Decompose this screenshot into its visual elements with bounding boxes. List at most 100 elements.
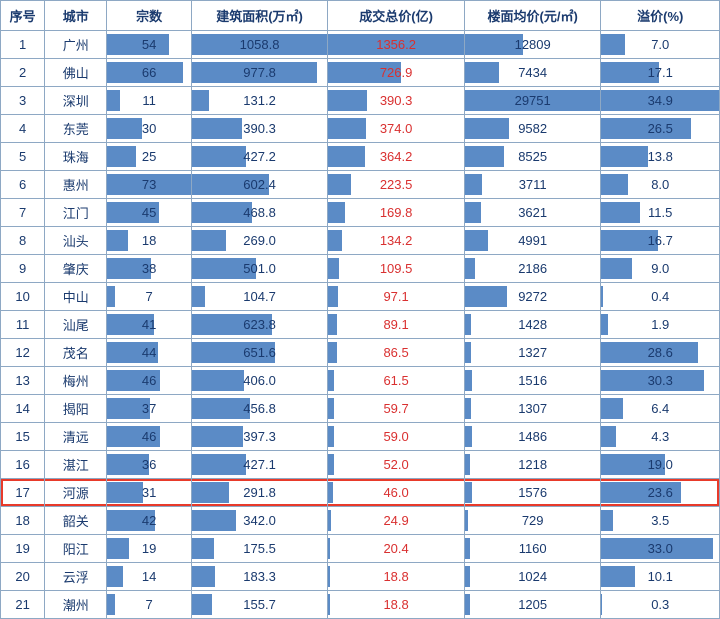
cell-count: 42: [107, 507, 191, 535]
header-area: 建筑面积(万㎡): [191, 1, 328, 31]
cell-total: 89.1: [328, 311, 465, 339]
cell-value: 42: [107, 513, 190, 528]
cell-idx: 9: [1, 255, 45, 283]
cell-total: 169.8: [328, 199, 465, 227]
cell-price: 1576: [464, 479, 601, 507]
cell-value: 36: [107, 457, 190, 472]
cell-area: 468.8: [191, 199, 328, 227]
cell-value: 1024: [465, 569, 601, 584]
cell-price: 1205: [464, 591, 601, 619]
cell-price: 1428: [464, 311, 601, 339]
cell-prem: 9.0: [601, 255, 720, 283]
table-row: 20云浮14183.318.8102410.1: [1, 563, 720, 591]
cell-price: 729: [464, 507, 601, 535]
cell-value: 46: [107, 429, 190, 444]
cell-area: 155.7: [191, 591, 328, 619]
cell-value: 427.2: [192, 149, 328, 164]
cell-value: 134.2: [328, 233, 464, 248]
table-row: 18韶关42342.024.97293.5: [1, 507, 720, 535]
cell-city: 阳江: [45, 535, 107, 563]
cell-value: 1576: [465, 485, 601, 500]
cell-value: 3.5: [601, 513, 719, 528]
table-row: 12茂名44651.686.5132728.6: [1, 339, 720, 367]
cell-count: 19: [107, 535, 191, 563]
cell-count: 38: [107, 255, 191, 283]
cell-prem: 17.1: [601, 59, 720, 87]
cell-price: 1307: [464, 395, 601, 423]
header-premium: 溢价(%): [601, 1, 720, 31]
cell-value: 30: [107, 121, 190, 136]
cell-city: 潮州: [45, 591, 107, 619]
cell-idx: 2: [1, 59, 45, 87]
cell-idx: 4: [1, 115, 45, 143]
cell-price: 3621: [464, 199, 601, 227]
cell-value: 155.7: [192, 597, 328, 612]
cell-value: 26.5: [601, 121, 719, 136]
cell-value: 1205: [465, 597, 601, 612]
cell-value: 44: [107, 345, 190, 360]
cell-count: 37: [107, 395, 191, 423]
cell-value: 977.8: [192, 65, 328, 80]
cell-idx: 19: [1, 535, 45, 563]
cell-value: 291.8: [192, 485, 328, 500]
cell-city: 湛江: [45, 451, 107, 479]
cell-price: 1327: [464, 339, 601, 367]
cell-total: 726.9: [328, 59, 465, 87]
cell-city: 东莞: [45, 115, 107, 143]
header-count: 宗数: [107, 1, 191, 31]
cell-value: 223.5: [328, 177, 464, 192]
cell-value: 33.0: [601, 541, 719, 556]
cell-value: 8525: [465, 149, 601, 164]
header-total: 成交总价(亿): [328, 1, 465, 31]
cell-value: 61.5: [328, 373, 464, 388]
cell-value: 7: [107, 597, 190, 612]
cell-value: 46: [107, 373, 190, 388]
cell-city: 河源: [45, 479, 107, 507]
cell-value: 1327: [465, 345, 601, 360]
cell-value: 1356.2: [328, 37, 464, 52]
cell-value: 175.5: [192, 541, 328, 556]
cell-value: 41: [107, 317, 190, 332]
table-row: 13梅州46406.061.5151630.3: [1, 367, 720, 395]
cell-area: 501.0: [191, 255, 328, 283]
cell-value: 20.4: [328, 541, 464, 556]
cell-area: 602.4: [191, 171, 328, 199]
cell-value: 1516: [465, 373, 601, 388]
cell-price: 9582: [464, 115, 601, 143]
cell-value: 7434: [465, 65, 601, 80]
cell-prem: 3.5: [601, 507, 720, 535]
cell-idx: 13: [1, 367, 45, 395]
cell-total: 109.5: [328, 255, 465, 283]
cell-value: 6.4: [601, 401, 719, 416]
table-row: 9肇庆38501.0109.521869.0: [1, 255, 720, 283]
table-row: 3深圳11131.2390.32975134.9: [1, 87, 720, 115]
data-table: 序号 城市 宗数 建筑面积(万㎡) 成交总价(亿) 楼面均价(元/㎡) 溢价(%…: [0, 0, 720, 619]
cell-value: 18.8: [328, 597, 464, 612]
cell-value: 18: [107, 233, 190, 248]
cell-count: 66: [107, 59, 191, 87]
cell-price: 1218: [464, 451, 601, 479]
cell-area: 342.0: [191, 507, 328, 535]
cell-prem: 34.9: [601, 87, 720, 115]
cell-count: 18: [107, 227, 191, 255]
cell-area: 269.0: [191, 227, 328, 255]
cell-area: 427.2: [191, 143, 328, 171]
cell-total: 390.3: [328, 87, 465, 115]
cell-count: 7: [107, 283, 191, 311]
cell-count: 25: [107, 143, 191, 171]
cell-total: 61.5: [328, 367, 465, 395]
cell-prem: 10.1: [601, 563, 720, 591]
cell-city: 佛山: [45, 59, 107, 87]
cell-value: 406.0: [192, 373, 328, 388]
cell-city: 深圳: [45, 87, 107, 115]
cell-count: 54: [107, 31, 191, 59]
cell-total: 46.0: [328, 479, 465, 507]
cell-area: 397.3: [191, 423, 328, 451]
cell-price: 7434: [464, 59, 601, 87]
cell-price: 12809: [464, 31, 601, 59]
cell-city: 梅州: [45, 367, 107, 395]
cell-area: 623.8: [191, 311, 328, 339]
cell-value: 427.1: [192, 457, 328, 472]
cell-value: 17.1: [601, 65, 719, 80]
cell-value: 183.3: [192, 569, 328, 584]
